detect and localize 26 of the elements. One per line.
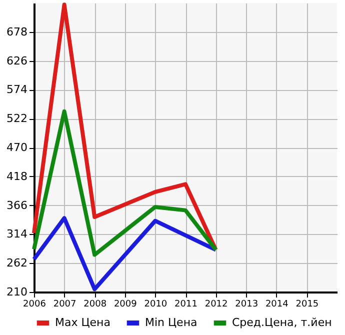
- x-tick-label: 2013: [235, 300, 258, 310]
- y-tick-label: 262: [6, 256, 28, 270]
- y-tick-label: 574: [6, 83, 28, 96]
- y-tick-label: 314: [6, 228, 28, 241]
- line-series: [32, 2, 218, 252]
- legend-label: Max Цена: [55, 316, 110, 329]
- x-tick-label: 2015: [296, 300, 319, 310]
- x-tick-label: 2008: [84, 300, 107, 310]
- legend-label: Сред.Цена, т.йен: [232, 316, 332, 329]
- legend-label: Min Цена: [145, 316, 198, 329]
- x-tick-label: 2010: [144, 300, 168, 310]
- y-tick-label: 418: [6, 170, 28, 183]
- x-tick-label: 2006: [23, 300, 46, 310]
- x-tick-label: 2007: [53, 300, 76, 310]
- y-tick-label: 522: [6, 112, 28, 126]
- y-tick-label: 470: [6, 141, 28, 154]
- x-tick-label: 2012: [204, 300, 228, 310]
- line-series: [32, 216, 218, 292]
- y-tick-label: 678: [6, 25, 28, 38]
- x-tick-label: 2009: [114, 300, 138, 310]
- x-tick-label: 2011: [174, 300, 198, 310]
- y-tick-label: 366: [6, 198, 28, 212]
- y-tick-label: 210: [6, 286, 28, 298]
- y-tick-label: 626: [6, 54, 28, 68]
- line-series: [32, 109, 218, 257]
- x-tick-label: 2014: [265, 300, 289, 310]
